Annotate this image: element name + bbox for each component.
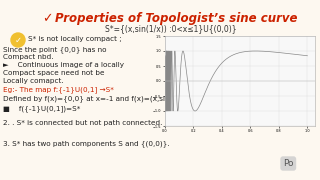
- Text: Locally comapct.: Locally comapct.: [3, 78, 64, 84]
- Text: 2. . S* is connected but not path connected.: 2. . S* is connected but not path connec…: [3, 120, 162, 126]
- Text: ✓: ✓: [14, 35, 21, 44]
- Text: Properties of Topologist’s sine curve: Properties of Topologist’s sine curve: [55, 12, 298, 25]
- Text: Compact nbd.: Compact nbd.: [3, 54, 53, 60]
- Text: Eg:- The map f:{-1}U(0,1] →S*: Eg:- The map f:{-1}U(0,1] →S*: [3, 86, 114, 93]
- Text: Since the point {0,0} has no: Since the point {0,0} has no: [3, 46, 107, 53]
- Text: ✓: ✓: [42, 12, 52, 25]
- Text: Defined by f(x)={0,0} at x=-1 and f(x)=(x,sin(1/x)) for x∈(0,1] is continuous ma: Defined by f(x)={0,0} at x=-1 and f(x)=(…: [3, 95, 302, 102]
- Text: ►    Continuous image of a locally: ► Continuous image of a locally: [3, 62, 124, 68]
- Text: Po: Po: [283, 159, 293, 168]
- Text: 3. S* has two path components S and {(0,0)}.: 3. S* has two path components S and {(0,…: [3, 140, 170, 147]
- Text: ■    f({-1}U(0,1])=S*: ■ f({-1}U(0,1])=S*: [3, 105, 80, 112]
- Text: S* is not locally compact ;: S* is not locally compact ;: [28, 36, 122, 42]
- Circle shape: [11, 33, 25, 47]
- Text: Compact space need not be: Compact space need not be: [3, 70, 105, 76]
- Text: S*={(x,sin(1/x)) :0<x≤1}U{(0,0)}: S*={(x,sin(1/x)) :0<x≤1}U{(0,0)}: [105, 24, 236, 33]
